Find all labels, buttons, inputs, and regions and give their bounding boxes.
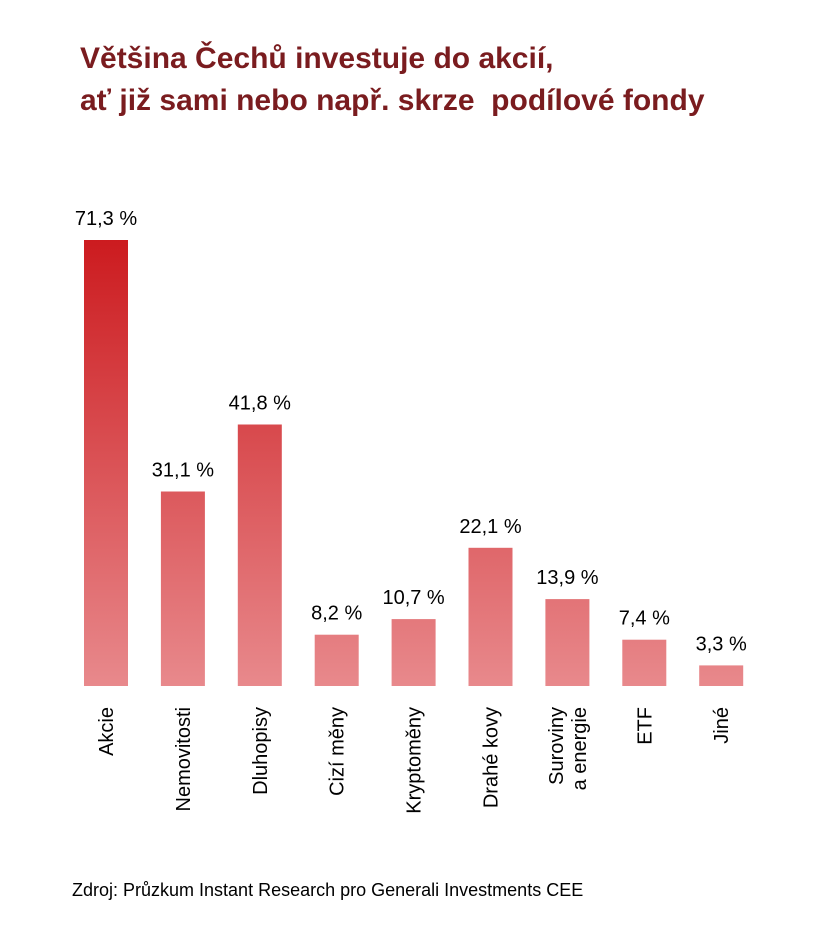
value-label-nemovitosti: 31,1 % (152, 460, 214, 482)
category-label-cizi-meny: Cizí měny (327, 707, 349, 796)
value-label-drahe-kovy: 22,1 % (459, 516, 521, 538)
category-label-jine: Jiné (711, 707, 733, 744)
category-label-akcie: Akcie (96, 707, 118, 756)
value-labels-group: 71,3 % 31,1 % 41,8 % 8,2 % 10,7 % 22,1 % 13,9 … (75, 208, 747, 655)
value-label-etf: 7,4 % (619, 608, 670, 630)
category-label-drahe-kovy: Drahé kovy (481, 707, 503, 808)
value-label-kryptomeny: 10,7 % (382, 587, 444, 609)
bar-kryptomeny (391, 619, 436, 686)
bar-etf (622, 639, 667, 686)
category-label-nemovitosti: Nemovitosti (173, 707, 195, 811)
chart-title: Většina Čechů investuje do akcií, ať již… (80, 38, 810, 122)
value-label-akcie: 71,3 % (75, 208, 137, 230)
value-label-jine: 3,3 % (696, 633, 747, 655)
category-label-suroviny-a-energie-line-1: Suroviny (546, 707, 568, 785)
category-label-kryptomeny: Kryptoměny (404, 707, 426, 814)
bars-group (84, 240, 744, 686)
bar-nemovitosti (160, 491, 205, 686)
category-label-suroviny-a-energie-line-2: a energie (569, 707, 591, 790)
bar-jine (699, 665, 744, 686)
bar-cizi-meny (314, 634, 359, 686)
category-label-etf: ETF (634, 707, 656, 745)
value-label-dluhopisy: 41,8 % (229, 393, 291, 415)
chart-title-line-2: ať již sami nebo např. skrze podílové fo… (80, 84, 705, 117)
category-labels-group: Akcie Nemovitosti Dluhopisy Cizí měny Krypto… (96, 707, 733, 814)
value-label-suroviny-a-energie: 13,9 % (536, 567, 598, 589)
bar-chart: 71,3 % 31,1 % 41,8 % 8,2 % 10,7 % 22,1 % 13,9 … (75, 208, 747, 814)
category-label-dluhopisy: Dluhopisy (250, 707, 272, 795)
chart-title-line-1: Většina Čechů investuje do akcií, (80, 42, 554, 75)
source-note: Zdroj: Průzkum Instant Research pro Gene… (72, 880, 584, 900)
bar-suroviny-a-energie (545, 599, 590, 686)
value-label-cizi-meny: 8,2 % (311, 603, 362, 625)
bar-dluhopisy (237, 424, 282, 686)
bar-drahe-kovy (468, 547, 513, 686)
bar-akcie (84, 240, 128, 686)
